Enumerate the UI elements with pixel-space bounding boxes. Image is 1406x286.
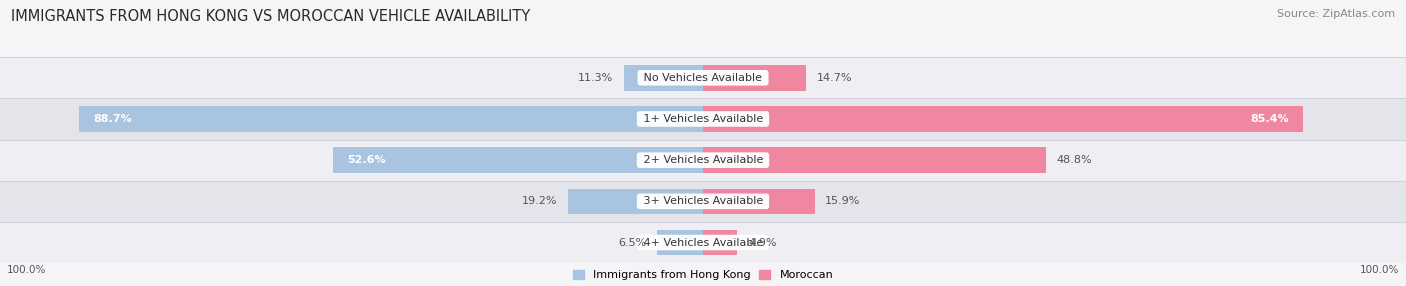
Text: 6.5%: 6.5% bbox=[619, 238, 647, 247]
Text: 11.3%: 11.3% bbox=[578, 73, 613, 83]
Bar bbox=[0, 98, 1406, 140]
Bar bbox=[703, 188, 815, 214]
Text: No Vehicles Available: No Vehicles Available bbox=[640, 73, 766, 83]
Text: 100.0%: 100.0% bbox=[1360, 265, 1399, 275]
Text: 4+ Vehicles Available: 4+ Vehicles Available bbox=[640, 238, 766, 247]
Bar bbox=[703, 230, 738, 255]
Bar bbox=[79, 106, 703, 132]
Text: 14.7%: 14.7% bbox=[817, 73, 852, 83]
Text: 52.6%: 52.6% bbox=[347, 155, 385, 165]
Text: 48.8%: 48.8% bbox=[1057, 155, 1092, 165]
Bar bbox=[657, 230, 703, 255]
Text: 3+ Vehicles Available: 3+ Vehicles Available bbox=[640, 196, 766, 206]
Bar bbox=[703, 106, 1303, 132]
Text: 4.9%: 4.9% bbox=[748, 238, 776, 247]
Bar bbox=[0, 181, 1406, 222]
Bar bbox=[568, 188, 703, 214]
Text: Source: ZipAtlas.com: Source: ZipAtlas.com bbox=[1277, 9, 1395, 19]
Text: 85.4%: 85.4% bbox=[1251, 114, 1289, 124]
Text: 88.7%: 88.7% bbox=[93, 114, 132, 124]
Text: 15.9%: 15.9% bbox=[825, 196, 860, 206]
Bar bbox=[0, 57, 1406, 98]
Text: 2+ Vehicles Available: 2+ Vehicles Available bbox=[640, 155, 766, 165]
Text: IMMIGRANTS FROM HONG KONG VS MOROCCAN VEHICLE AVAILABILITY: IMMIGRANTS FROM HONG KONG VS MOROCCAN VE… bbox=[11, 9, 530, 23]
Bar bbox=[0, 222, 1406, 263]
Bar bbox=[333, 147, 703, 173]
Text: 19.2%: 19.2% bbox=[522, 196, 558, 206]
Bar bbox=[703, 147, 1046, 173]
Text: 1+ Vehicles Available: 1+ Vehicles Available bbox=[640, 114, 766, 124]
Legend: Immigrants from Hong Kong, Moroccan: Immigrants from Hong Kong, Moroccan bbox=[572, 270, 834, 281]
Bar bbox=[703, 65, 807, 91]
Bar bbox=[0, 140, 1406, 181]
Bar bbox=[624, 65, 703, 91]
Text: 100.0%: 100.0% bbox=[7, 265, 46, 275]
